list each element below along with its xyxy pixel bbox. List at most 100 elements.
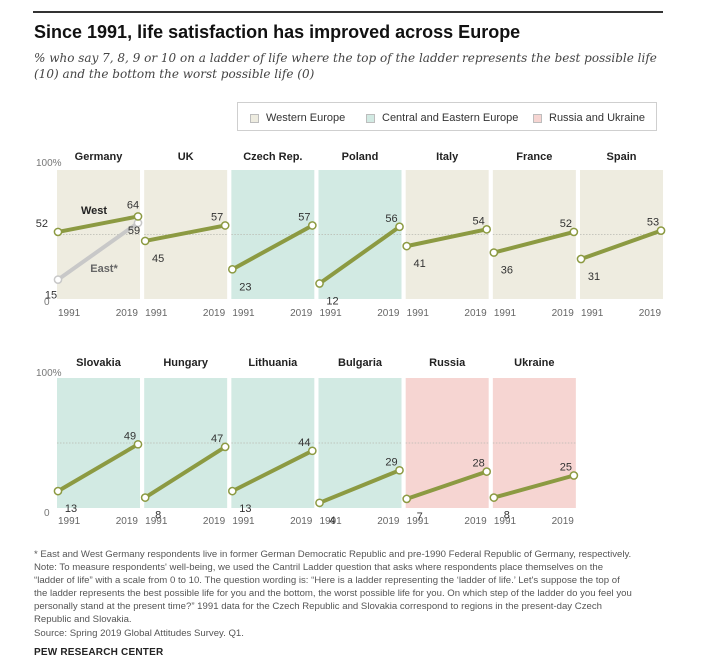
panel-title-bulgaria: Bulgaria: [338, 357, 383, 369]
series-line-czech-rep: [230, 223, 315, 272]
data-point-ukraine-1991: [489, 493, 499, 502]
panel-title-italy: Italy: [436, 151, 459, 163]
data-label-italy-1991: 41: [414, 258, 426, 270]
series-line-slovakia: [56, 442, 140, 494]
legend-swatch-western: [250, 113, 259, 123]
series-line-spain: [579, 228, 664, 262]
x-tick-label-2019: 2019: [377, 308, 400, 319]
panel-title-germany: Germany: [75, 151, 124, 163]
series-line-east: [56, 220, 140, 282]
data-label-uk-2019: 57: [211, 211, 223, 223]
panel-title-russia: Russia: [429, 357, 466, 369]
footnote-line: “ladder of life” with a scale from 0 to …: [34, 575, 620, 587]
data-label-ukraine-1991: 8: [504, 510, 510, 522]
chart-title: Since 1991, life satisfaction has improv…: [34, 22, 521, 42]
data-point-lithuania-2019: [307, 446, 317, 456]
x-tick-label-2019: 2019: [464, 516, 487, 527]
series-line-uk: [143, 223, 228, 243]
series-line-west: [56, 214, 140, 234]
series-name-east: East*: [90, 263, 118, 275]
x-tick-label-2019: 2019: [552, 516, 575, 527]
data-label-bulgaria-1991: 4: [329, 515, 335, 527]
data-label-poland-2019: 56: [385, 213, 397, 225]
y-tick-label-100: 100%: [36, 158, 62, 169]
panel-title-ukraine: Ukraine: [514, 357, 554, 369]
panel-title-slovakia: Slovakia: [76, 357, 122, 369]
footnote-line: the ladder represents the best possible …: [34, 588, 632, 600]
footnote-line: Republic and Slovakia.: [34, 614, 132, 626]
data-label-france-1991: 36: [501, 265, 513, 277]
data-point-russia-2019: [482, 467, 492, 476]
x-tick-label-1991: 1991: [232, 516, 255, 527]
data-point-lithuania-1991: [227, 486, 237, 496]
data-point-bulgaria-1991: [315, 498, 324, 508]
series-line-poland: [317, 224, 402, 286]
x-tick-label-2019: 2019: [290, 308, 313, 319]
data-label-italy-2019: 54: [473, 215, 485, 227]
data-label-west-1991: 52: [36, 218, 48, 230]
legend-swatch-russia-ukraine: [533, 113, 542, 123]
data-point-russia-1991: [402, 494, 412, 504]
x-tick-label-1991: 1991: [581, 308, 604, 319]
top-rule: [33, 11, 663, 13]
data-label-lithuania-2019: 44: [298, 437, 310, 449]
data-label-spain-1991: 31: [588, 271, 600, 283]
legend-label-russia-ukraine: Russia and Ukraine: [549, 112, 645, 124]
x-tick-label-1991: 1991: [320, 516, 343, 527]
x-tick-label-2019: 2019: [552, 308, 575, 319]
data-label-france-2019: 52: [560, 218, 572, 230]
data-point-east-1991: [53, 275, 63, 284]
x-tick-label-2019: 2019: [464, 308, 487, 319]
panel-title-uk: UK: [178, 151, 194, 163]
data-point-slovakia-1991: [53, 486, 63, 496]
data-label-hungary-2019: 47: [211, 433, 223, 445]
brand-logo-text: PEW RESEARCH CENTER: [34, 647, 164, 658]
data-label-poland-1991: 12: [326, 296, 338, 308]
legend-item-russia-ukraine: Russia and Ukraine: [533, 111, 645, 125]
data-point-uk-1991: [140, 236, 150, 246]
chart-subtitle: % who say 7, 8, 9 or 10 on a ladder of l…: [34, 51, 657, 81]
data-label-spain-2019: 53: [647, 217, 659, 229]
data-label-lithuania-1991: 13: [239, 503, 251, 515]
data-label-hungary-1991: 8: [155, 510, 161, 522]
panel-title-france: France: [516, 151, 552, 163]
x-tick-label-2019: 2019: [290, 516, 313, 527]
footnote-line: personally stand at the present time?” 1…: [34, 601, 602, 613]
data-label-slovakia-2019: 49: [124, 430, 136, 442]
y-tick-label-0: 0: [44, 297, 50, 308]
data-label-ukraine-2019: 25: [560, 462, 572, 474]
data-point-czech-rep-1991: [227, 264, 237, 274]
data-point-poland-1991: [315, 279, 324, 288]
legend-item-western: Western Europe: [250, 111, 345, 125]
series-line-bulgaria: [317, 468, 402, 505]
data-label-slovakia-1991: 13: [65, 503, 77, 515]
x-tick-label-1991: 1991: [320, 308, 343, 319]
data-label-czech-rep-2019: 57: [298, 211, 310, 223]
data-label-russia-2019: 28: [473, 458, 485, 470]
panel-title-czech-rep: Czech Rep.: [243, 151, 302, 163]
legend-label-western: Western Europe: [266, 112, 346, 124]
data-point-ukraine-2019: [569, 471, 579, 480]
panel-title-poland: Poland: [342, 151, 379, 163]
data-point-hungary-1991: [140, 493, 150, 502]
data-point-spain-1991: [576, 254, 586, 264]
series-line-russia: [404, 469, 489, 501]
data-label-russia-1991: 7: [417, 511, 423, 523]
x-tick-label-2019: 2019: [639, 308, 662, 319]
panel-title-lithuania: Lithuania: [248, 357, 298, 369]
x-tick-label-1991: 1991: [407, 308, 430, 319]
data-point-spain-2019: [656, 226, 666, 235]
data-label-czech-rep-1991: 23: [239, 281, 251, 293]
series-line-ukraine: [491, 473, 576, 500]
legend: Western Europe Central and Eastern Europ…: [237, 102, 657, 131]
data-point-italy-2019: [482, 224, 492, 234]
legend-label-central-eastern: Central and Eastern Europe: [382, 112, 519, 124]
legend-item-central-eastern: Central and Eastern Europe: [366, 111, 518, 125]
y-tick-label-100: 100%: [36, 368, 62, 379]
data-label-east-2019: 59: [128, 225, 140, 237]
panel-title-hungary: Hungary: [163, 357, 209, 369]
x-tick-label-2019: 2019: [116, 308, 139, 319]
x-tick-label-1991: 1991: [494, 308, 517, 319]
panel-title-spain: Spain: [607, 151, 637, 163]
series-line-lithuania: [230, 448, 315, 494]
